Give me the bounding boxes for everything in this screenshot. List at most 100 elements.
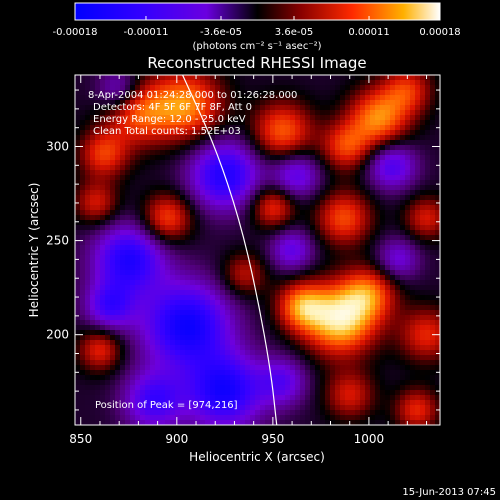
heatmap-cell <box>370 180 376 186</box>
heatmap-cell <box>110 350 116 356</box>
heatmap-cell <box>200 200 206 206</box>
heatmap-cell <box>300 210 306 216</box>
heatmap-cell <box>195 130 201 136</box>
heatmap-cell <box>415 280 421 286</box>
heatmap-cell <box>75 90 81 96</box>
heatmap-cell <box>140 415 146 421</box>
heatmap-cell <box>320 100 326 106</box>
heatmap-cell <box>75 230 81 236</box>
heatmap-cell <box>330 130 336 136</box>
heatmap-cell <box>135 110 141 116</box>
heatmap-cell <box>180 315 186 321</box>
heatmap-cell <box>225 140 231 146</box>
heatmap-cell <box>425 390 431 396</box>
heatmap-cell <box>90 100 96 106</box>
heatmap-cell <box>145 335 151 341</box>
heatmap-cell <box>295 255 301 261</box>
heatmap-cell <box>85 145 91 151</box>
heatmap-cell <box>345 390 351 396</box>
heatmap-cell <box>95 200 101 206</box>
heatmap-cell <box>170 210 176 216</box>
heatmap-cell <box>310 75 316 81</box>
heatmap-cell <box>395 215 401 221</box>
heatmap-cell <box>210 325 216 331</box>
heatmap-cell <box>220 80 226 86</box>
heatmap-cell <box>220 175 226 181</box>
heatmap-cell <box>350 135 356 141</box>
heatmap-cell <box>365 375 371 381</box>
heatmap-cell <box>210 220 216 226</box>
heatmap-cell <box>330 205 336 211</box>
heatmap-cell <box>290 155 296 161</box>
heatmap-cell <box>360 90 366 96</box>
heatmap-cell <box>325 300 331 306</box>
heatmap-cell <box>85 365 91 371</box>
heatmap-cell <box>300 285 306 291</box>
heatmap-cell <box>120 175 126 181</box>
heatmap-cell <box>260 310 266 316</box>
heatmap-cell <box>350 170 356 176</box>
heatmap-cell <box>200 125 206 131</box>
heatmap-cell <box>385 135 391 141</box>
heatmap-cell <box>145 275 151 281</box>
heatmap-cell <box>385 290 391 296</box>
heatmap-cell <box>385 85 391 91</box>
heatmap-cell <box>340 100 346 106</box>
heatmap-cell <box>400 375 406 381</box>
heatmap-cell <box>375 410 381 416</box>
heatmap-cell <box>380 85 386 91</box>
heatmap-cell <box>80 410 86 416</box>
heatmap-cell <box>130 375 136 381</box>
heatmap-cell <box>195 285 201 291</box>
heatmap-cell <box>175 155 181 161</box>
heatmap-cell <box>410 120 416 126</box>
heatmap-cell <box>310 160 316 166</box>
heatmap-cell <box>260 230 266 236</box>
heatmap-cell <box>155 160 161 166</box>
heatmap-cell <box>365 165 371 171</box>
heatmap-cell <box>315 340 321 346</box>
heatmap-cell <box>90 80 96 86</box>
heatmap-cell <box>255 145 261 151</box>
heatmap-cell <box>210 305 216 311</box>
heatmap-cell <box>155 355 161 361</box>
heatmap-cell <box>410 150 416 156</box>
heatmap-cell <box>400 325 406 331</box>
heatmap-cell <box>410 235 416 241</box>
heatmap-cell <box>395 325 401 331</box>
heatmap-cell <box>300 310 306 316</box>
heatmap-cell <box>390 390 396 396</box>
heatmap-cell <box>355 230 361 236</box>
heatmap-cell <box>345 115 351 121</box>
heatmap-cell <box>435 205 440 211</box>
heatmap-cell <box>210 320 216 326</box>
heatmap-cell <box>145 135 151 141</box>
heatmap-cell <box>410 115 416 121</box>
heatmap-cell <box>275 130 281 136</box>
heatmap-cell <box>255 350 261 356</box>
heatmap-cell <box>265 285 271 291</box>
heatmap-cell <box>125 230 131 236</box>
heatmap-cell <box>165 380 171 386</box>
heatmap-cell <box>430 270 436 276</box>
heatmap-cell <box>245 80 251 86</box>
heatmap-cell <box>105 195 111 201</box>
heatmap-cell <box>210 265 216 271</box>
heatmap-cell <box>350 360 356 366</box>
heatmap-cell <box>115 295 121 301</box>
heatmap-cell <box>300 150 306 156</box>
heatmap-cell <box>260 350 266 356</box>
heatmap-cell <box>310 250 316 256</box>
heatmap-cell <box>430 390 436 396</box>
heatmap-cell <box>365 380 371 386</box>
heatmap-cell <box>90 205 96 211</box>
heatmap-cell <box>400 335 406 341</box>
heatmap-cell <box>145 225 151 231</box>
heatmap-cell <box>140 130 146 136</box>
heatmap-cell <box>400 115 406 121</box>
heatmap-cell <box>280 310 286 316</box>
heatmap-cell <box>160 380 166 386</box>
heatmap-cell <box>125 340 131 346</box>
heatmap-cell <box>150 335 156 341</box>
heatmap-cell <box>315 125 321 131</box>
